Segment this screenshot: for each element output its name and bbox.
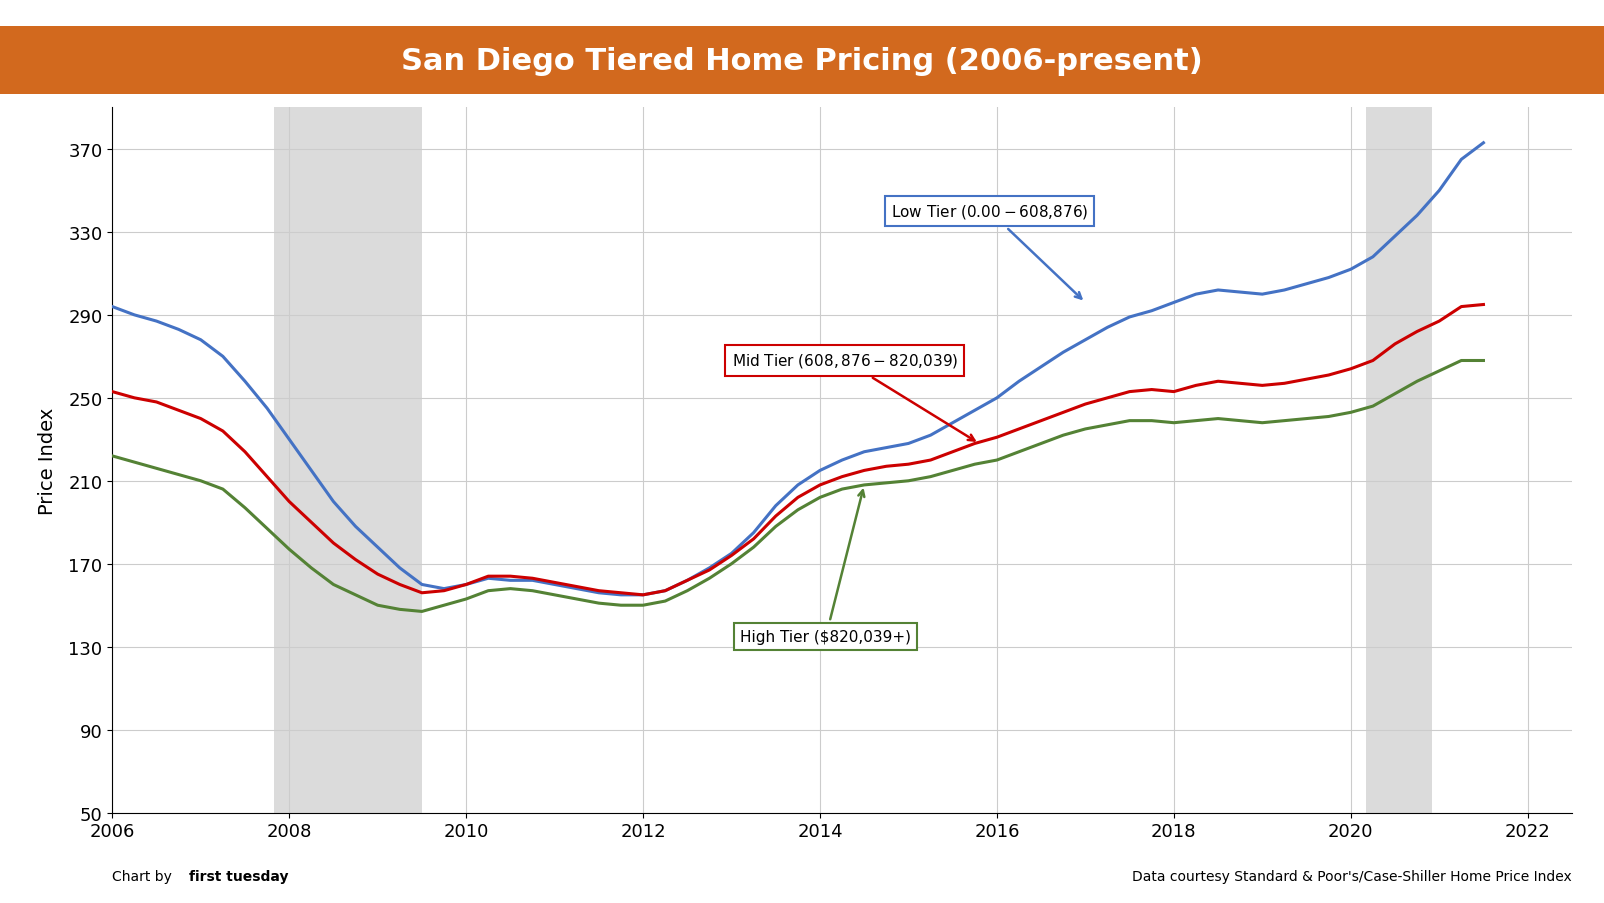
Y-axis label: Price Index: Price Index bbox=[38, 407, 58, 514]
Text: Chart by: Chart by bbox=[112, 870, 176, 883]
Text: Mid Tier ($608,876 - $820,039): Mid Tier ($608,876 - $820,039) bbox=[731, 352, 975, 441]
Text: Data courtesy Standard & Poor's/Case-Shiller Home Price Index: Data courtesy Standard & Poor's/Case-Shi… bbox=[1132, 870, 1572, 883]
Bar bbox=[1365, 108, 1432, 813]
Text: San Diego Tiered Home Pricing (2006-present): San Diego Tiered Home Pricing (2006-pres… bbox=[401, 46, 1203, 76]
Text: Low Tier ($0.00 - $608,876): Low Tier ($0.00 - $608,876) bbox=[890, 203, 1088, 299]
Text: High Tier ($820,039+): High Tier ($820,039+) bbox=[741, 491, 911, 644]
Text: first tuesday: first tuesday bbox=[189, 870, 289, 883]
Bar bbox=[274, 108, 422, 813]
